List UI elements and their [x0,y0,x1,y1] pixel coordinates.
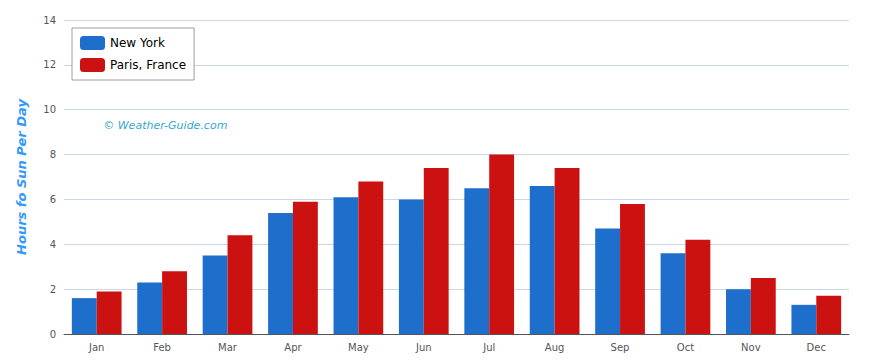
svg-text:Sep: Sep [611,342,630,353]
svg-text:Jun: Jun [415,342,432,353]
svg-text:12: 12 [43,59,56,70]
svg-text:14: 14 [43,15,56,26]
svg-text:10: 10 [43,104,56,115]
svg-text:Mar: Mar [218,342,238,353]
svg-text:Apr: Apr [284,342,302,353]
svg-text:Feb: Feb [153,342,171,353]
svg-text:Hours fo Sun Per Day: Hours fo Sun Per Day [14,99,29,255]
svg-text:© Weather-Guide.com: © Weather-Guide.com [103,119,227,132]
svg-text:Nov: Nov [741,342,761,353]
svg-text:0: 0 [50,329,56,340]
svg-text:2: 2 [50,284,56,295]
svg-text:6: 6 [50,194,56,205]
svg-text:New York: New York [110,36,165,50]
svg-text:4: 4 [50,239,56,250]
svg-text:Dec: Dec [807,342,826,353]
svg-text:Oct: Oct [677,342,694,353]
svg-text:Paris, France: Paris, France [110,58,186,72]
svg-text:Jul: Jul [482,342,495,353]
svg-text:8: 8 [50,149,56,160]
svg-text:May: May [348,342,369,353]
svg-text:Jan: Jan [88,342,104,353]
svg-text:Aug: Aug [545,342,565,353]
